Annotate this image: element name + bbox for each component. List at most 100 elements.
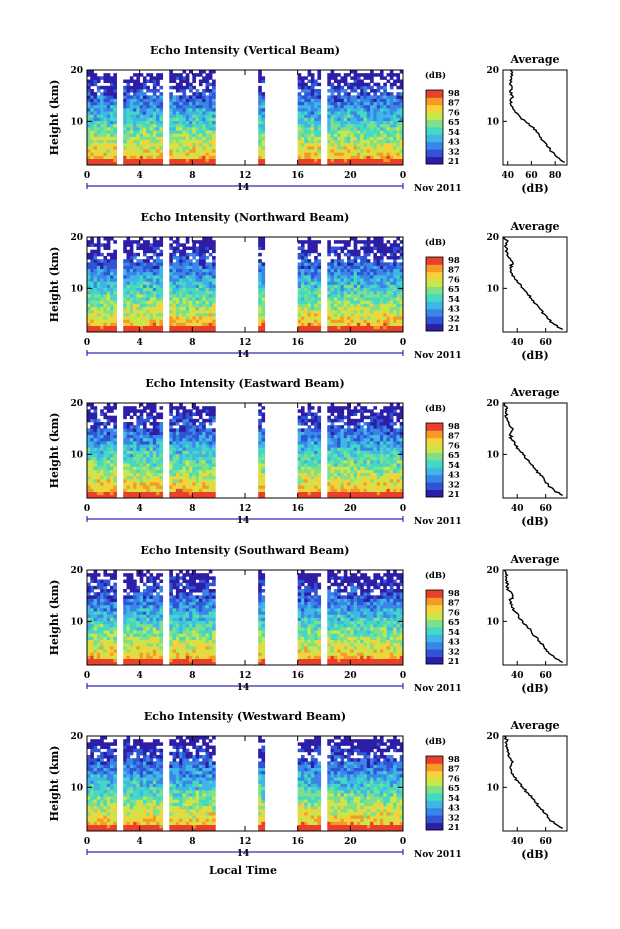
heatmap-cell (113, 422, 117, 426)
heatmap-cell (304, 494, 308, 499)
heatmap-cell (100, 434, 104, 439)
heatmap-cell (90, 98, 94, 103)
heatmap-cell (340, 149, 345, 153)
heatmap-cell (142, 460, 147, 464)
heatmap-cell (258, 466, 262, 470)
heatmap-cell (152, 494, 157, 499)
heatmap-cell (106, 268, 111, 273)
heatmap-cell (300, 152, 305, 156)
heatmap-cell (189, 322, 193, 327)
heatmap-cell (356, 108, 361, 112)
heatmap-cell (389, 142, 394, 147)
heatmap-cell (133, 262, 137, 266)
heatmap-cell (100, 488, 104, 493)
heatmap-cell (192, 287, 196, 292)
heatmap-cell (90, 290, 94, 295)
heatmap-cell (179, 243, 183, 247)
heatmap-cell (310, 79, 315, 84)
heatmap-cell (113, 265, 117, 270)
heatmap-cell (379, 281, 384, 285)
heatmap-cell (399, 155, 404, 160)
heatmap-cell (113, 133, 117, 137)
heatmap-cell (360, 149, 364, 153)
heatmap-cell (106, 444, 111, 448)
heatmap-cell (370, 104, 374, 109)
heatmap-cell (310, 300, 315, 304)
heatmap-cell (202, 146, 206, 150)
heatmap-cell (192, 262, 196, 266)
heatmap-cell (192, 406, 196, 410)
heatmap-cell (373, 117, 378, 122)
heatmap-cell (261, 319, 266, 323)
heatmap-cell (393, 120, 397, 125)
heatmap-cell (360, 111, 364, 115)
heatmap-cell (175, 130, 180, 134)
heatmap-cell (307, 294, 312, 298)
heatmap-cell (136, 290, 141, 295)
heatmap-cell (396, 246, 401, 251)
heatmap-cell (159, 249, 164, 254)
heatmap-cell (182, 425, 187, 429)
heatmap-cell (314, 450, 318, 455)
heatmap-cell (182, 92, 187, 96)
heatmap-cell (93, 325, 98, 330)
heatmap-cell (152, 284, 157, 289)
heatmap-cell (347, 287, 351, 292)
heatmap-cell (363, 328, 368, 333)
heatmap-cell (379, 275, 384, 279)
heatmap-cell (192, 488, 196, 493)
heatmap-cell (353, 259, 358, 263)
x-tick-label: 8 (189, 338, 195, 348)
heatmap-cell (169, 428, 173, 432)
heatmap-cell (396, 133, 401, 137)
heatmap-cell (212, 98, 216, 103)
heatmap-cell (189, 268, 193, 273)
heatmap-cell (146, 303, 150, 308)
heatmap-cell (96, 155, 101, 160)
heatmap-cell (185, 494, 190, 499)
heatmap-cell (310, 117, 315, 122)
heatmap-cell (202, 95, 206, 99)
heatmap-cell (142, 406, 147, 410)
heatmap-cell (376, 300, 381, 304)
heatmap-cell (159, 98, 164, 103)
heatmap-cell (383, 271, 387, 276)
heatmap-cell (175, 463, 180, 467)
heatmap-cell (136, 79, 141, 84)
heatmap-cell (327, 284, 331, 289)
heatmap-cell (366, 76, 371, 80)
heatmap-cell (205, 161, 210, 166)
heatmap-cell (393, 139, 397, 144)
heatmap-cell (386, 104, 391, 109)
heatmap-cell (261, 444, 266, 448)
heatmap-cell (356, 123, 361, 128)
heatmap-cell (146, 240, 150, 244)
heatmap-cell (208, 123, 213, 128)
heatmap-cell (205, 98, 210, 103)
heatmap-cell (106, 246, 111, 251)
heatmap-cell (129, 441, 134, 445)
heatmap-cell (179, 309, 183, 314)
heatmap-cell (152, 460, 157, 464)
heatmap-cell (317, 73, 322, 77)
heatmap-cell (106, 450, 111, 455)
heatmap-cell (310, 431, 315, 436)
heatmap-cell (189, 275, 193, 279)
heatmap-cell (208, 297, 213, 301)
heatmap-cell (383, 142, 387, 147)
heatmap-cell (389, 243, 394, 247)
heatmap-cell (379, 120, 384, 125)
heatmap-cell (396, 319, 401, 323)
heatmap-cell (310, 246, 315, 251)
heatmap-cell (307, 485, 312, 489)
heatmap-cell (379, 98, 384, 103)
heatmap-cell (202, 268, 206, 273)
heatmap-cell (139, 262, 144, 266)
heatmap-cell (310, 123, 315, 128)
heatmap-cell (175, 237, 180, 241)
heatmap-cell (195, 485, 200, 489)
heatmap-cell (258, 278, 262, 282)
heatmap-cell (258, 149, 262, 153)
heatmap-cell (169, 472, 173, 477)
heatmap-cell (317, 139, 322, 144)
